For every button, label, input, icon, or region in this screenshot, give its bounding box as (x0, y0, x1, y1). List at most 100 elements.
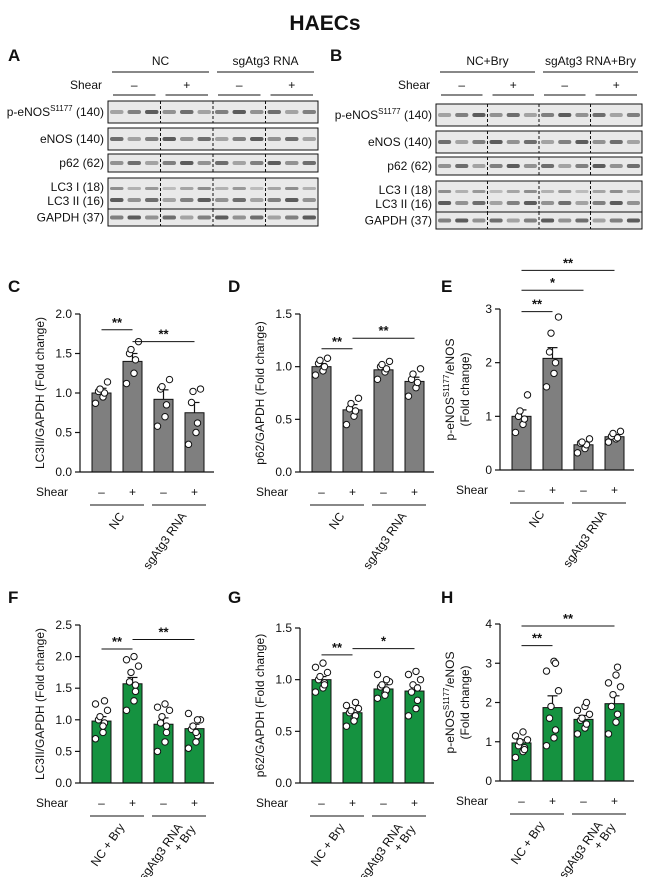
data-point (409, 370, 417, 378)
y-tick-label: 0.5 (55, 426, 72, 440)
blot-band (489, 164, 503, 168)
blot-band (626, 140, 640, 144)
blot-band (285, 198, 299, 202)
blot-band (438, 113, 452, 117)
shear-sign: + (549, 483, 556, 497)
y-tick-label: 4 (485, 617, 492, 631)
blot-band (575, 164, 589, 168)
data-point (542, 667, 551, 675)
blot-band (626, 218, 640, 223)
data-point (585, 710, 594, 718)
panel-letter: D (228, 277, 240, 296)
blot-band (575, 140, 589, 144)
data-point (404, 392, 413, 400)
data-point (519, 728, 527, 736)
blot-band (180, 187, 194, 190)
data-point (412, 667, 420, 676)
blot-panel-A: A NC sgAtg3 RNA Shear – + – + p-eNOSS1177 (140) e… (7, 46, 319, 227)
data-point (342, 701, 351, 710)
bar (373, 688, 394, 784)
blot-band (472, 218, 486, 223)
blot-group-label: NC (152, 54, 170, 68)
data-point (554, 687, 563, 695)
data-point (122, 379, 131, 388)
shear-sign: + (129, 485, 136, 499)
blot-band (127, 215, 141, 220)
shear-sign: – (318, 796, 325, 810)
data-point (347, 399, 355, 408)
data-point (350, 717, 358, 725)
blot-band (180, 161, 194, 165)
shear-sign: + (288, 78, 295, 92)
panel-letter: A (8, 46, 20, 65)
shear-label: Shear (36, 485, 68, 499)
shear-label: Shear (256, 485, 288, 499)
data-point (378, 681, 386, 689)
significance-label: ** (378, 323, 389, 338)
y-tick-label: 0.0 (55, 465, 72, 479)
data-point (162, 401, 171, 409)
data-point (192, 428, 200, 437)
significance-label: ** (532, 631, 543, 646)
shear-label: Shear (456, 794, 488, 808)
blot-row-label: LC3 II (16) (375, 197, 432, 211)
data-point (404, 670, 413, 679)
data-point (91, 399, 100, 407)
data-point (382, 675, 391, 684)
data-point (153, 422, 162, 430)
blot-band (232, 215, 246, 220)
y-tick-label: 1.0 (55, 386, 72, 400)
x-group-label: NC (106, 509, 128, 532)
blot-band (592, 201, 606, 205)
data-point (585, 435, 594, 443)
y-axis-label: p-eNOSS1177/eNOS (442, 652, 457, 754)
y-tick-label: 1.5 (275, 307, 292, 321)
shear-sign: + (129, 796, 136, 810)
shear-sign: + (411, 796, 418, 810)
data-point (187, 398, 196, 407)
y-tick-label: 0 (485, 463, 492, 477)
data-point (323, 668, 332, 677)
data-point (604, 679, 613, 687)
blot-band (110, 187, 124, 190)
data-point (100, 697, 109, 705)
significance-label: ** (158, 327, 169, 342)
blot-band (215, 198, 229, 202)
y-tick-label: 2.0 (55, 650, 72, 664)
x-group-label: sgAtg3 RNA (560, 508, 609, 570)
panel-letter: B (330, 46, 342, 65)
x-group-label: NC (326, 509, 348, 532)
blot-band (110, 161, 124, 165)
data-point (613, 710, 622, 718)
blot-band (455, 140, 469, 144)
blot-band (302, 110, 316, 114)
figure-title: HAECs (289, 12, 360, 35)
blot-band (285, 187, 299, 190)
data-point (612, 671, 620, 679)
bar (373, 369, 394, 473)
data-point (616, 427, 625, 436)
data-point (542, 383, 551, 391)
data-point (354, 704, 363, 713)
data-point (604, 438, 613, 446)
blot-row-label: GAPDH (37) (37, 211, 104, 225)
blot-band (250, 161, 264, 165)
blot-band (302, 161, 316, 165)
blot-band (626, 190, 640, 193)
data-point (609, 429, 617, 438)
panel-letter: H (441, 588, 453, 607)
shear-sign: – (561, 78, 568, 92)
data-point (604, 730, 613, 738)
x-group-label: sgAtg3 RNA (360, 510, 409, 572)
shear-sign: + (349, 796, 356, 810)
y-tick-label: 0.5 (55, 744, 72, 758)
data-point (99, 722, 107, 730)
data-point (413, 684, 422, 692)
y-tick-label: 3 (485, 656, 492, 670)
shear-sign: – (518, 794, 525, 808)
blot-band (267, 198, 281, 202)
blot-band (232, 137, 246, 141)
blot-band (162, 161, 176, 165)
y-axis-label: (Fold change) (458, 665, 472, 739)
